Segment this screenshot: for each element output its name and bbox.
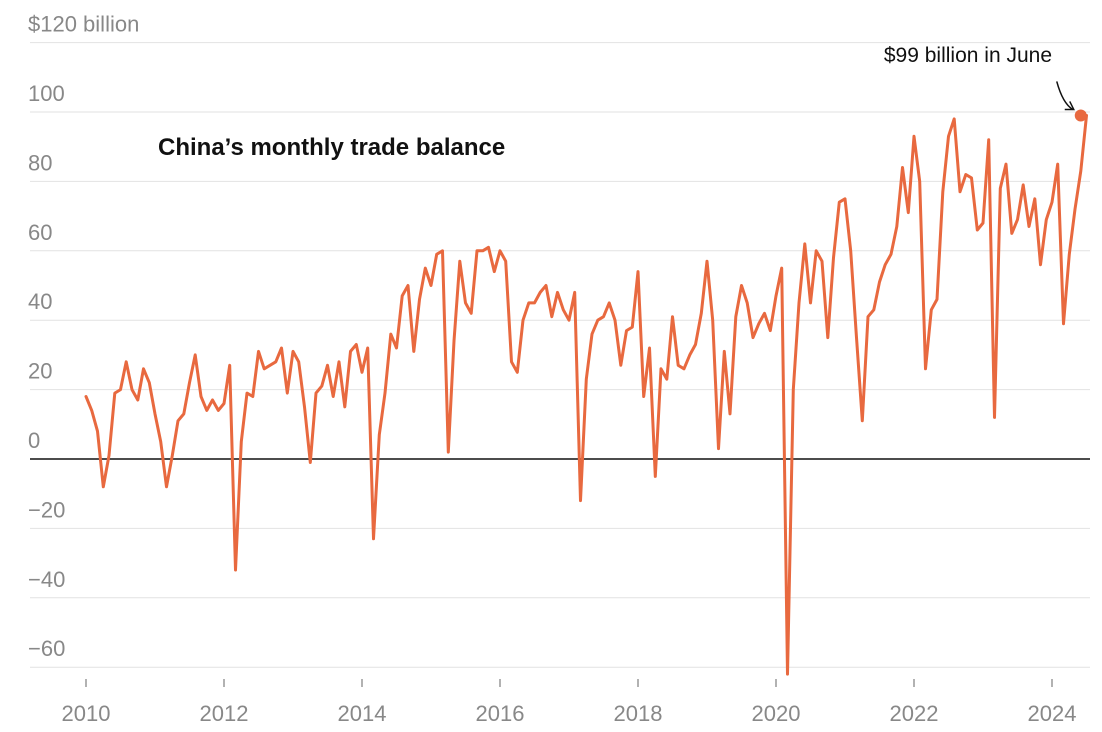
y-tick-label: 100 [28, 81, 65, 106]
y-tick-label: 20 [28, 359, 52, 384]
x-tick-label: 2022 [890, 701, 939, 726]
x-tick-label: 2018 [614, 701, 663, 726]
x-tick-label: 2012 [200, 701, 249, 726]
y-tick-label: −40 [28, 567, 65, 592]
series-line [84, 114, 1088, 676]
y-tick-label: 40 [28, 289, 52, 314]
x-axis: 2010 2012 2014 2016 2018 2020 2022 2024 [62, 679, 1077, 726]
annotation-label: $99 billion in June [884, 44, 1052, 67]
chart-title: China’s monthly trade balance [158, 134, 505, 161]
y-tick-label: −20 [28, 497, 65, 522]
y-tick-label: $120 billion [28, 12, 139, 37]
latest-point-marker [1074, 109, 1087, 122]
y-axis-tick-labels: $120 billion 100 80 60 40 20 0 −20 −40 −60 [28, 12, 139, 662]
x-tick-label: 2020 [752, 701, 801, 726]
x-tick-label: 2016 [476, 701, 525, 726]
annotation-arrow [1056, 81, 1074, 111]
y-tick-label: 80 [28, 150, 52, 175]
y-tick-label: 0 [28, 428, 40, 453]
x-tick-label: 2010 [62, 701, 111, 726]
y-tick-label: −60 [28, 636, 65, 661]
series-group [84, 114, 1088, 676]
annotation-group: $99 billion in June [884, 44, 1087, 122]
y-tick-label: 60 [28, 220, 52, 245]
x-tick-label: 2024 [1028, 701, 1077, 726]
gridlines [30, 42, 1090, 668]
annotation-arrowhead [1064, 101, 1075, 111]
x-tick-label: 2014 [338, 701, 387, 726]
